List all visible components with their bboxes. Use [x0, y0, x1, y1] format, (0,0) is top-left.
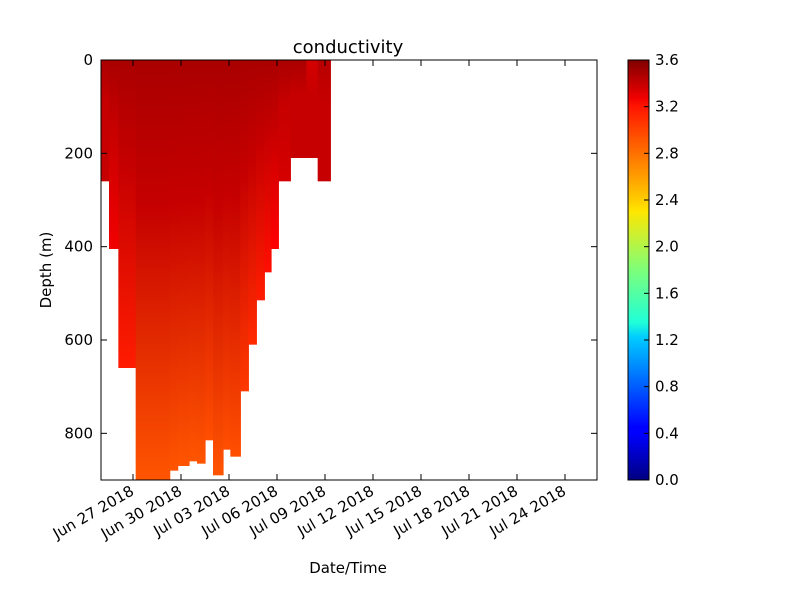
colorbar-tick-label: 2.0: [655, 238, 679, 256]
y-tick-label: 600: [64, 331, 93, 349]
colorbar-axis: 0.0 0.4 0.8 1.2 1.6 2.0 2.4 2.8 3.2 3.6: [644, 51, 679, 489]
profile-column: [118, 60, 137, 368]
y-axis-label: Depth (m): [37, 232, 55, 309]
profile-column: [197, 60, 206, 464]
profile-column: [248, 60, 257, 345]
profile-column: [223, 60, 231, 450]
profile-column: [135, 60, 171, 480]
colorbar-tick-label: 1.2: [655, 331, 679, 349]
colorbar-tick-label: 3.2: [655, 98, 679, 116]
profile-column: [213, 60, 224, 476]
colorbar-tick-label: 2.4: [655, 191, 679, 209]
colorbar-tick-label: 0.0: [655, 471, 679, 489]
profile-column: [230, 60, 241, 457]
colorbar-tick-label: 0.8: [655, 378, 679, 396]
profile-column: [189, 60, 198, 462]
profile-column: [177, 60, 190, 466]
y-tick-label: 800: [64, 424, 93, 442]
profile-column: [109, 60, 119, 249]
profile-column: [264, 60, 272, 273]
colorbar-tick-label: 3.6: [655, 51, 679, 69]
profile-column: [278, 60, 291, 182]
colorbar-tick-label: 0.4: [655, 424, 679, 442]
profile-column: [290, 60, 307, 158]
colorbar: [627, 59, 650, 481]
y-tick-label: 200: [64, 144, 93, 162]
y-tick-label: 400: [64, 238, 93, 256]
y-axis: 0 200 400 600 800: [64, 51, 597, 442]
profile-column: [306, 60, 319, 158]
profile-column: [271, 60, 279, 249]
profile-column: [240, 60, 249, 392]
heatmap-layer: [101, 60, 331, 480]
colorbar-tick-label: 1.6: [655, 284, 679, 302]
plot-frame: [100, 59, 598, 481]
profile-column: [256, 60, 265, 301]
profile-column: [101, 60, 110, 182]
chart-title: conductivity: [293, 37, 404, 58]
colorbar-tick-label: 2.8: [655, 144, 679, 162]
y-tick-label: 0: [83, 51, 93, 69]
x-axis-label: Date/Time: [309, 559, 387, 577]
profile-column: [169, 60, 179, 471]
profile-column: [205, 60, 214, 441]
profile-column: [317, 60, 331, 182]
